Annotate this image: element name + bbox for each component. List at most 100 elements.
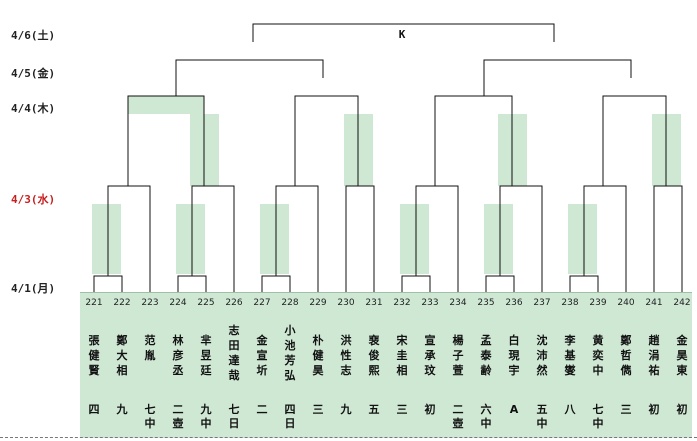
player-name: 朴健昊: [312, 334, 324, 377]
player-rank: 二: [256, 403, 268, 416]
player-rank: 九中: [200, 403, 212, 430]
match-bracket-r1: [569, 275, 599, 292]
player-number: 229: [309, 298, 327, 308]
player-rank: 三: [620, 403, 632, 416]
player-name: 宋圭相: [396, 334, 408, 377]
player-name: 裵俊熙: [368, 334, 380, 377]
player-column: 238 李基燮八: [556, 293, 584, 438]
player-number: 237: [533, 298, 551, 308]
player-name: 趙涓祐: [648, 334, 660, 377]
player-rank: 三: [312, 403, 324, 416]
player-name: 鄭大相: [116, 334, 128, 377]
player-name: 沈沛然: [536, 334, 548, 377]
player-number: 233: [421, 298, 439, 308]
match-bracket-r4: [175, 59, 324, 96]
player-rank: 五: [368, 403, 380, 416]
player-column: 223 范胤七中: [136, 293, 164, 438]
player-column: 242 金昊東初: [668, 293, 696, 438]
player-column: 234 楊子萱二壺: [444, 293, 472, 438]
player-name: 小池芳弘: [284, 324, 296, 382]
player-number: 240: [617, 298, 635, 308]
player-column: 228 小池芳弘四日: [276, 293, 304, 438]
match-bracket-r4: [483, 59, 632, 96]
player-column: 224 林彦丞二壺: [164, 293, 192, 438]
player-number: 227: [253, 298, 271, 308]
player-column: 225 芈昱廷九中: [192, 293, 220, 438]
player-rank: 四日: [284, 403, 296, 430]
player-number: 232: [393, 298, 411, 308]
player-name: 芈昱廷: [200, 334, 212, 377]
date-label-apr5: 4/5(金): [11, 67, 56, 80]
player-column: 229 朴健昊三: [304, 293, 332, 438]
match-bracket-r1: [485, 275, 515, 292]
match-bracket-r2: [499, 185, 543, 292]
player-name: 金昊東: [676, 334, 688, 377]
player-name: 黄奕中: [592, 334, 604, 377]
match-bracket-r2: [191, 185, 235, 292]
player-name: 李基燮: [564, 334, 576, 377]
player-name: 白現宇: [508, 334, 520, 377]
player-number: 234: [449, 298, 467, 308]
player-column: 235 孟泰齢六中: [472, 293, 500, 438]
player-number: 241: [645, 298, 663, 308]
win-highlight: [92, 204, 121, 274]
match-bracket-r1: [401, 275, 431, 292]
player-column: 232 宋圭相三: [388, 293, 416, 438]
player-column: 239 黄奕中七中: [584, 293, 612, 438]
match-bracket-r1: [261, 275, 291, 292]
match-bracket-r1: [93, 275, 123, 292]
win-highlight: [260, 204, 289, 274]
player-number: 223: [141, 298, 159, 308]
player-number: 239: [589, 298, 607, 308]
player-rank: 七中: [144, 403, 156, 430]
player-column: 221 張健賢四: [80, 293, 108, 438]
player-number: 225: [197, 298, 215, 308]
player-column: 222 鄭大相九: [108, 293, 136, 438]
player-number: 221: [85, 298, 103, 308]
final-label: K: [399, 28, 406, 41]
date-label-apr6: 4/6(土): [11, 29, 56, 42]
match-bracket-r3: [602, 95, 667, 186]
player-name: 鄭哲儁: [620, 334, 632, 377]
player-name: 孟泰齢: [480, 334, 492, 377]
player-number: 226: [225, 298, 243, 308]
win-highlight: [568, 204, 597, 274]
player-name: 志田達哉: [228, 324, 240, 382]
match-bracket-r3: [127, 95, 205, 186]
player-rank: 二壺: [172, 403, 184, 430]
player-name: 范胤: [144, 334, 156, 362]
date-label-apr3: 4/3(水): [11, 193, 56, 206]
player-table: 221 張健賢四 222 鄭大相九 223 范胤七中 224 林彦丞二壺 225 芈昱廷九中 226…: [80, 292, 692, 438]
player-rank: 八: [564, 403, 576, 416]
win-highlight: [400, 204, 429, 274]
player-column: 241 趙涓祐初: [640, 293, 668, 438]
match-bracket-r3: [294, 95, 359, 186]
player-column: 237 沈沛然五中: [528, 293, 556, 438]
player-rank: 七日: [228, 403, 240, 430]
player-rank: 九: [340, 403, 352, 416]
player-column: 231 裵俊熙五: [360, 293, 388, 438]
player-number: 235: [477, 298, 495, 308]
player-number: 230: [337, 298, 355, 308]
player-rank: 三: [396, 403, 408, 416]
player-number: 224: [169, 298, 187, 308]
match-bracket-r2: [275, 185, 319, 292]
match-bracket-r2: [415, 185, 459, 292]
player-column: 227 金宣圻二: [248, 293, 276, 438]
player-column: 230 洪性志九: [332, 293, 360, 438]
player-column: 236 白現宇 A: [500, 293, 528, 438]
match-bracket-r2: [583, 185, 627, 292]
player-number: 231: [365, 298, 383, 308]
player-rank: 九: [116, 403, 128, 416]
player-rank: 四: [88, 403, 100, 416]
player-number: 238: [561, 298, 579, 308]
match-bracket-r2: [107, 185, 151, 292]
match-bracket-r1: [177, 275, 207, 292]
match-bracket-r2: [653, 185, 683, 292]
match-bracket-final: [252, 23, 555, 42]
win-highlight: [176, 204, 205, 274]
player-name: 林彦丞: [172, 334, 184, 377]
date-label-apr1: 4/1(月): [11, 282, 56, 295]
win-highlight: [128, 96, 204, 114]
